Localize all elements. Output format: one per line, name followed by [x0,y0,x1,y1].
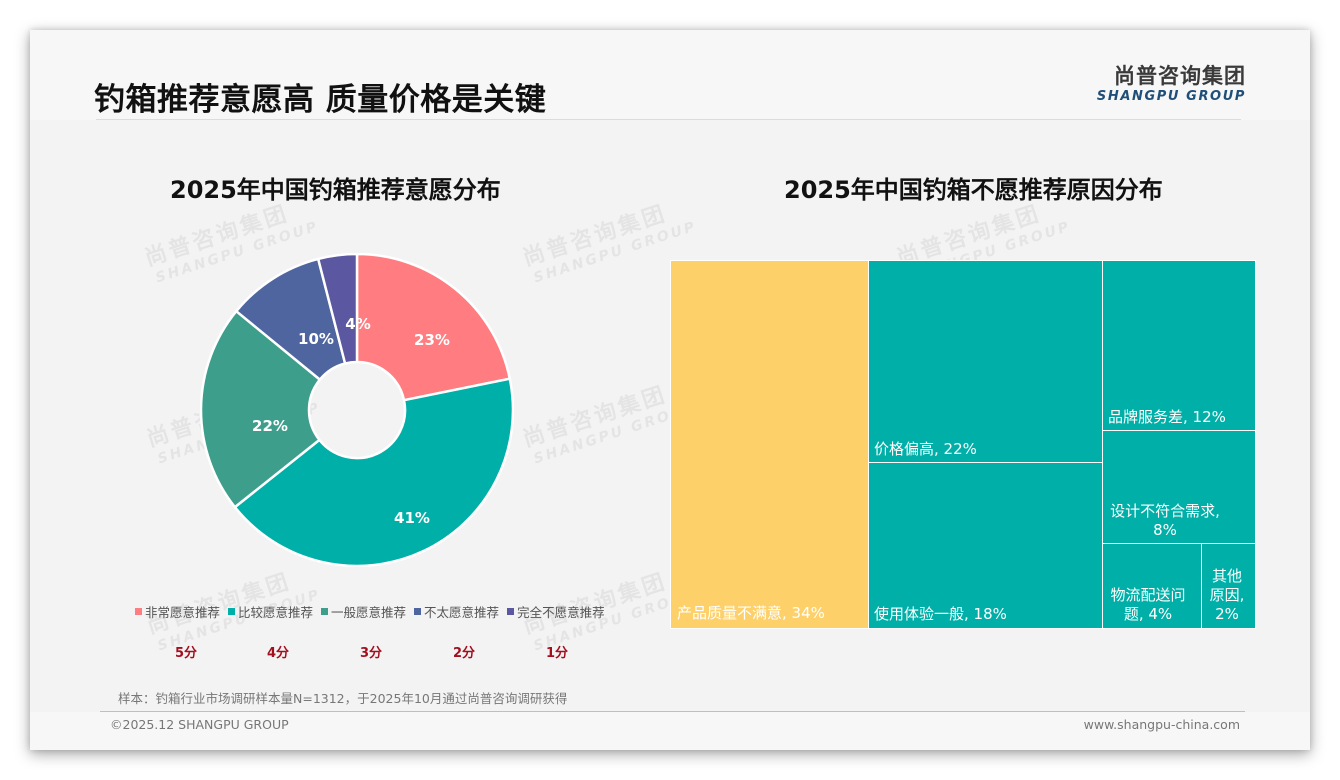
logo-en: SHANGPU GROUP [1096,89,1246,104]
score-label: 1分 [545,646,569,661]
pie-label: 41% [394,509,430,527]
donut-chart: 23% 41% 22% 10% 4% [200,253,514,567]
legend-label: 比较愿意推荐 [238,605,314,620]
left-chart-title: 2025年中国钓箱推荐意愿分布 [170,176,501,204]
legend-item[interactable]: 一般愿意推荐 [321,602,406,621]
tile-quality[interactable]: 产品质量不满意, 34% [670,260,869,629]
tile-logistics[interactable]: 物流配送问 题, 4% [1102,543,1203,629]
legend-label: 非常愿意推荐 [145,605,221,620]
pie-label: 22% [252,417,288,435]
legend-item[interactable]: 比较愿意推荐 [228,602,313,621]
tile-label: 其他 原因, 2% [1209,567,1245,623]
tile-label: 价格偏高, 22% [874,440,977,458]
legend-label: 完全不愿意推荐 [517,605,605,620]
source-note: 样本：钓箱行业市场调研样本量N=1312，于2025年10月通过尚普咨询调研获得 [118,691,568,706]
legend-swatch-icon [228,608,236,615]
right-chart-title: 2025年中国钓箱不愿推荐原因分布 [784,176,1163,204]
slice-fairly-willing[interactable] [233,377,514,567]
pie-label: 10% [298,330,334,348]
legend-item[interactable]: 不太愿意推荐 [414,602,499,621]
slice-neutral[interactable] [200,309,322,509]
tile-label: 使用体验一般, 18% [874,605,1007,623]
score-row: 5分 4分 3分 2分 1分 [30,642,670,662]
tile-label: 品牌服务差, 12% [1108,408,1226,426]
logo-cn: 尚普咨询集团 [1114,64,1246,88]
slide: 钓箱推荐意愿高 质量价格是关键 尚普咨询集团 SHANGPU GROUP 尚普咨… [30,30,1310,750]
slide-header [30,30,1310,120]
legend-label: 不太愿意推荐 [424,605,500,620]
title-divider [96,119,1241,120]
footer-divider [100,711,1245,712]
treemap-chart: 产品质量不满意, 34% 价格偏高, 22% 使用体验一般, 18% 品牌服务差… [670,260,1256,629]
score-label: 5分 [174,646,198,661]
pie-label: 23% [414,331,450,349]
legend-item[interactable]: 完全不愿意推荐 [507,602,605,621]
score-label: 2分 [452,646,476,661]
tile-design[interactable]: 设计不符合需求, 8% [1102,430,1256,545]
pie-legend: 非常愿意推荐 比较愿意推荐 一般愿意推荐 不太愿意推荐 完全不愿意推荐 [135,602,605,621]
legend-label: 一般愿意推荐 [331,605,407,620]
legend-swatch-icon [414,608,422,615]
tile-label: 产品质量不满意, 34% [677,604,825,622]
slice-very-unwilling[interactable] [316,253,359,365]
legend-swatch-icon [507,608,515,615]
tile-brand-service[interactable]: 品牌服务差, 12% [1102,260,1256,432]
donut-svg [200,253,514,567]
legend-swatch-icon [321,608,329,615]
tile-experience[interactable]: 使用体验一般, 18% [868,462,1104,629]
website-link[interactable]: www.shangpu-china.com [1083,717,1240,732]
tile-other[interactable]: 其他 原因, 2% [1201,543,1256,629]
score-label: 4分 [266,646,290,661]
slice-very-willing[interactable] [355,253,512,402]
footer: ©2025.12 SHANGPU GROUP www.shangpu-china… [30,712,1310,750]
legend-item[interactable]: 非常愿意推荐 [135,602,220,621]
copyright: ©2025.12 SHANGPU GROUP [110,717,289,732]
page-title: 钓箱推荐意愿高 质量价格是关键 [94,82,547,118]
tile-label: 物流配送问 题, 4% [1110,586,1186,623]
company-logo: 尚普咨询集团 SHANGPU GROUP [1086,63,1246,105]
score-label: 3分 [359,646,383,661]
legend-swatch-icon [135,608,142,615]
pie-label: 4% [345,315,371,333]
tile-label: 设计不符合需求, 8% [1110,502,1220,539]
tile-price[interactable]: 价格偏高, 22% [868,260,1104,464]
